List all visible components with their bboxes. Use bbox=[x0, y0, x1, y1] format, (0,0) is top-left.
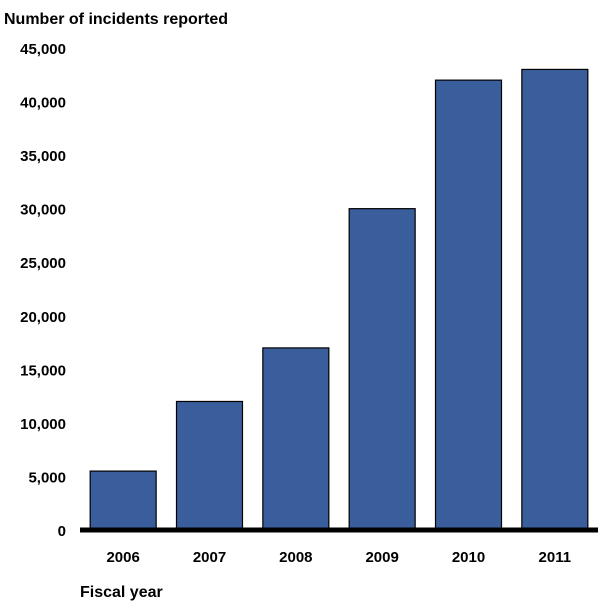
x-tick-label: 2011 bbox=[539, 549, 572, 566]
x-tick-label: 2010 bbox=[452, 549, 485, 566]
bar bbox=[521, 68, 589, 531]
bar bbox=[348, 208, 416, 531]
bar bbox=[262, 347, 330, 531]
y-tick-label: 10,000 bbox=[20, 416, 66, 433]
y-tick-label: 30,000 bbox=[20, 202, 66, 219]
bar bbox=[434, 79, 503, 531]
y-tick-label: 5,000 bbox=[28, 469, 66, 486]
y-tick-label: 20,000 bbox=[20, 309, 66, 326]
bars bbox=[89, 68, 589, 531]
y-tick-label: 40,000 bbox=[20, 95, 66, 112]
x-axis-title: Fiscal year bbox=[80, 584, 163, 601]
x-tick-label: 2009 bbox=[365, 549, 398, 566]
y-tick-label: 25,000 bbox=[20, 255, 66, 272]
x-tick-label: 2008 bbox=[279, 549, 312, 566]
x-tick-label: 2006 bbox=[106, 549, 139, 566]
y-tick-labels: 0 5,000 10,000 15,000 20,000 25,000 30,000 35,0… bbox=[20, 41, 66, 540]
y-tick-label: 15,000 bbox=[20, 362, 66, 379]
y-tick-label: 0 bbox=[58, 523, 66, 540]
bar bbox=[89, 470, 157, 531]
y-tick-label: 45,000 bbox=[20, 41, 66, 58]
bar bbox=[175, 400, 244, 531]
y-axis-title: Number of incidents reported bbox=[4, 11, 228, 28]
x-tick-label: 2007 bbox=[193, 549, 226, 566]
y-tick-label: 35,000 bbox=[20, 148, 66, 165]
x-tick-labels: 2006 2007 2008 2009 2010 2011 bbox=[106, 549, 571, 566]
